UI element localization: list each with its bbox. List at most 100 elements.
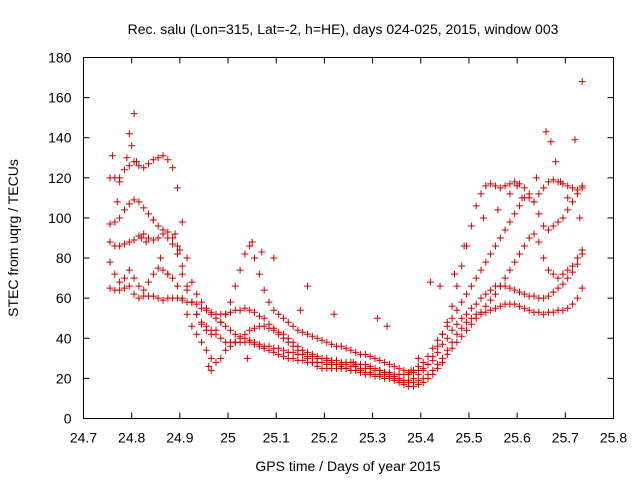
- data-point-s2-p9: [149, 156, 157, 164]
- data-point-s5-p31: [436, 282, 444, 290]
- data-point-s5-p16: [207, 366, 215, 374]
- data-point-s4-p85: [516, 250, 524, 258]
- data-point-s4-p83: [506, 266, 514, 274]
- data-point-s3-p19: [198, 320, 206, 328]
- data-point-s4-p77: [477, 308, 485, 316]
- data-point-s3-p90: [540, 222, 548, 230]
- x-tick-label-11: 25.8: [600, 430, 627, 446]
- data-point-s5-p42: [552, 158, 560, 166]
- data-point-s2-p25: [226, 326, 234, 334]
- data-point-s4-p42: [308, 350, 316, 358]
- data-point-s3-p59: [390, 362, 398, 370]
- data-point-s5-p1: [113, 198, 121, 206]
- data-point-s4-p16: [183, 310, 191, 318]
- data-point-s3-p15: [178, 262, 186, 270]
- data-point-s4-p68: [434, 364, 442, 372]
- data-point-s4-p80: [491, 290, 499, 298]
- data-point-s1-p84: [511, 286, 519, 294]
- data-point-s3-p8: [145, 210, 153, 218]
- x-tick-label-10: 25.7: [552, 430, 579, 446]
- data-point-s2-p84: [511, 178, 519, 186]
- data-point-s2-p17: [188, 278, 196, 286]
- data-point-s1-p2: [116, 242, 124, 250]
- data-point-s4-p63: [410, 382, 418, 390]
- data-point-s2-p82: [501, 182, 509, 190]
- data-point-s2-p76: [472, 202, 480, 210]
- data-point-s4-p61: [400, 380, 408, 388]
- data-point-s1-p75: [467, 304, 475, 312]
- data-point-s3-p71: [448, 314, 456, 322]
- data-point-s2-p83: [506, 180, 514, 188]
- data-point-s3-p88: [530, 198, 538, 206]
- data-point-s2-p57: [381, 368, 389, 376]
- data-point-s0-p11: [159, 296, 167, 304]
- data-point-s3-p22: [212, 326, 220, 334]
- data-point-s4-p43: [313, 352, 321, 360]
- data-point-s5-p4: [125, 130, 133, 138]
- data-point-s5-p5: [128, 142, 136, 150]
- data-point-s0-p30: [251, 308, 259, 316]
- data-point-s4-p65: [419, 378, 427, 386]
- data-point-s3-p32: [260, 286, 268, 294]
- data-point-s3-p44: [318, 336, 326, 344]
- data-point-s0-p95: [564, 304, 572, 312]
- data-point-s0-p96: [569, 300, 577, 308]
- x-tick-label-9: 25.6: [504, 430, 531, 446]
- x-tick-label-4: 25.1: [263, 430, 290, 446]
- data-point-s2-p81: [496, 184, 504, 192]
- data-point-s1-p96: [569, 268, 577, 276]
- data-point-s4-p73: [458, 332, 466, 340]
- data-point-s3-p58: [385, 360, 393, 368]
- data-point-s3-p18: [193, 310, 201, 318]
- data-point-s2-p10: [154, 154, 162, 162]
- data-point-s4-p72: [453, 338, 461, 346]
- data-point-s2-p68: [434, 342, 442, 350]
- x-axis-label: GPS time / Days of year 2015: [255, 458, 440, 474]
- data-point-s3-p23: [217, 318, 225, 326]
- data-point-s2-p16: [183, 254, 191, 262]
- data-point-s5-p45: [571, 136, 579, 144]
- data-point-s4-p44: [318, 354, 326, 362]
- data-point-s2-p15: [178, 218, 186, 226]
- data-point-s4-p27: [236, 334, 244, 342]
- data-point-s4-p59: [390, 376, 398, 384]
- data-point-s4-p95: [564, 266, 572, 274]
- data-point-s4-p13: [169, 274, 177, 282]
- data-point-s0-p85: [516, 302, 524, 310]
- data-point-s3-p21: [207, 330, 215, 338]
- data-point-s1-p78: [482, 290, 490, 298]
- data-point-s4-p40: [299, 346, 307, 354]
- data-point-s2-p53: [361, 360, 369, 368]
- data-point-s5-p6: [130, 110, 138, 118]
- data-point-s1-p94: [559, 280, 567, 288]
- data-point-s3-p98: [578, 182, 586, 190]
- data-point-s5-p19: [258, 248, 266, 256]
- data-point-s0-p28: [241, 304, 249, 312]
- data-point-s4-p33: [265, 324, 273, 332]
- data-point-s3-p87: [525, 190, 533, 198]
- y-tick-label-1: 20: [56, 370, 72, 386]
- data-point-s2-p79: [487, 180, 495, 188]
- data-point-s0-p94: [559, 306, 567, 314]
- data-point-s3-p12: [164, 228, 172, 236]
- data-point-s2-p4: [125, 162, 133, 170]
- data-point-s3-p41: [304, 330, 312, 338]
- data-point-s1-p86: [520, 290, 528, 298]
- data-point-s4-p89: [535, 238, 543, 246]
- data-point-s3-p28: [241, 250, 249, 258]
- data-point-s3-p13: [169, 234, 177, 242]
- data-point-s4-p5: [130, 274, 138, 282]
- data-point-s4-p78: [482, 302, 490, 310]
- data-point-s5-p8: [137, 234, 145, 242]
- data-point-s0-p5: [130, 290, 138, 298]
- data-point-s4-p87: [525, 234, 533, 242]
- data-point-s3-p29: [246, 242, 254, 250]
- data-point-s3-p57: [381, 358, 389, 366]
- data-point-s0-p6: [135, 294, 143, 302]
- data-point-s4-p48: [337, 362, 345, 370]
- data-point-s4-p36: [279, 330, 287, 338]
- data-point-s3-p94: [559, 214, 567, 222]
- data-point-s0-p29: [246, 306, 254, 314]
- data-point-s4-p18: [193, 330, 201, 338]
